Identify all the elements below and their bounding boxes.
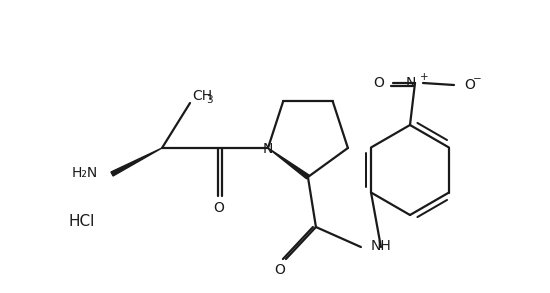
- Text: 3: 3: [206, 95, 213, 105]
- Text: O: O: [213, 201, 224, 215]
- Text: HCl: HCl: [69, 214, 95, 229]
- Text: NH: NH: [371, 239, 392, 253]
- Text: −: −: [473, 74, 482, 84]
- Text: O: O: [464, 78, 475, 92]
- Text: O: O: [274, 263, 285, 277]
- Polygon shape: [111, 148, 162, 176]
- Text: +: +: [420, 72, 428, 82]
- Text: O: O: [373, 76, 384, 90]
- Polygon shape: [268, 148, 309, 179]
- Text: CH: CH: [192, 89, 212, 103]
- Text: H₂N: H₂N: [72, 166, 98, 180]
- Text: N: N: [406, 76, 416, 90]
- Text: N: N: [263, 142, 273, 156]
